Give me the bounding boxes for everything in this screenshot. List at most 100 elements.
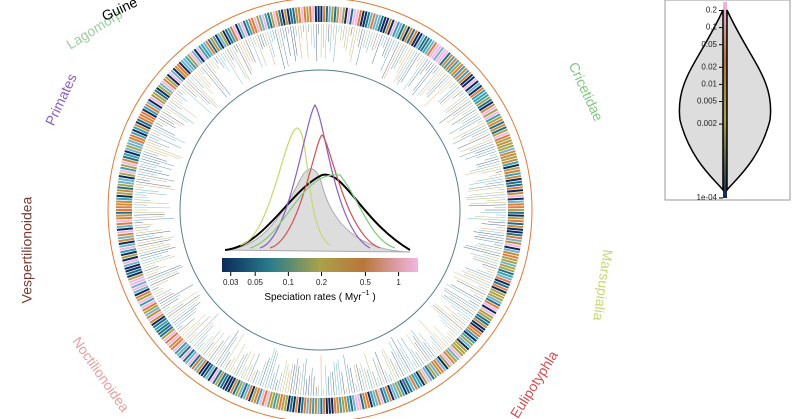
branch	[446, 335, 453, 342]
ring-tick	[126, 144, 142, 152]
branch	[341, 372, 345, 395]
branch	[474, 238, 503, 244]
branch	[476, 151, 497, 159]
ring-tick	[415, 34, 426, 50]
branch	[396, 51, 418, 85]
branch	[142, 255, 176, 267]
ring-tick	[491, 126, 507, 135]
ring-tick	[275, 10, 281, 27]
branch	[423, 342, 435, 357]
ring-tick	[501, 258, 518, 265]
ring-tick	[128, 275, 145, 284]
ring-tick	[328, 6, 331, 23]
branch	[154, 124, 176, 136]
branch	[233, 45, 238, 53]
ring-tick	[264, 13, 271, 30]
branch	[439, 80, 454, 95]
ring-tick	[364, 392, 371, 409]
ring-tick	[132, 283, 148, 292]
branch	[238, 42, 253, 72]
branch	[327, 376, 330, 396]
branch	[489, 173, 503, 177]
ring-tick	[504, 172, 521, 178]
ring-tick	[172, 339, 186, 353]
ring-tick	[489, 290, 505, 300]
ring-tick	[469, 86, 484, 99]
ring-tick	[506, 232, 523, 237]
branch	[381, 37, 390, 57]
branch	[482, 263, 497, 269]
side-density	[726, 9, 772, 193]
ring-tick	[261, 390, 268, 406]
branch	[180, 86, 212, 114]
branch	[452, 122, 485, 140]
branch	[450, 98, 470, 113]
branch	[463, 246, 501, 257]
ring-tick	[139, 113, 155, 123]
branch	[372, 358, 383, 386]
branch	[390, 337, 411, 373]
ring-tick	[476, 313, 491, 324]
y-tick-label: 0.2	[706, 6, 718, 15]
ring-tick	[471, 319, 486, 331]
branch	[252, 36, 257, 47]
branch	[477, 120, 484, 124]
branch	[203, 64, 224, 91]
ring-tick	[292, 7, 297, 24]
ring-tick	[507, 222, 524, 226]
branch	[147, 138, 170, 149]
ring-tick	[507, 189, 524, 193]
ring-tick	[502, 161, 519, 167]
branch	[489, 153, 498, 157]
ring-tick	[234, 23, 244, 40]
branch	[451, 313, 466, 326]
ring-tick	[465, 328, 479, 340]
ring-tick	[374, 389, 382, 406]
branch	[444, 294, 474, 316]
label-part: )	[370, 292, 376, 303]
branch	[432, 304, 463, 330]
branch	[137, 176, 168, 183]
branch	[250, 37, 263, 68]
branch	[394, 363, 402, 378]
branch	[134, 207, 171, 209]
ring-tick	[450, 343, 464, 357]
ring-tick	[151, 93, 166, 105]
branch	[474, 216, 506, 219]
branch	[191, 322, 213, 345]
ring-tick	[237, 22, 246, 39]
branch	[136, 236, 163, 242]
branch	[384, 370, 390, 383]
ring-tick	[448, 61, 462, 75]
branch	[162, 298, 179, 309]
ring-tick	[428, 43, 440, 58]
ring-tick	[361, 392, 368, 409]
ring-tick	[253, 16, 261, 33]
ring-tick	[434, 357, 447, 372]
branch	[144, 148, 168, 158]
branch	[287, 363, 294, 394]
ring-tick	[478, 101, 494, 112]
ring-tick	[117, 229, 134, 234]
branch	[437, 84, 458, 103]
branch	[134, 226, 151, 229]
branch	[460, 138, 493, 153]
branch	[136, 178, 150, 182]
ring-tick	[283, 394, 289, 412]
ring-tick	[164, 332, 179, 345]
ring-tick	[484, 110, 500, 121]
ring-tick	[507, 216, 524, 220]
ring-tick	[227, 27, 237, 43]
ring-tick	[432, 359, 445, 374]
branch	[220, 351, 231, 368]
branch	[134, 196, 149, 199]
ring-tick	[500, 152, 517, 160]
branch	[254, 35, 267, 67]
branch	[135, 183, 176, 190]
branch	[187, 332, 197, 342]
ring-tick	[292, 396, 297, 413]
branch	[274, 380, 278, 391]
ring-tick	[198, 360, 210, 375]
ring-tick	[261, 14, 268, 30]
branch	[226, 48, 234, 61]
